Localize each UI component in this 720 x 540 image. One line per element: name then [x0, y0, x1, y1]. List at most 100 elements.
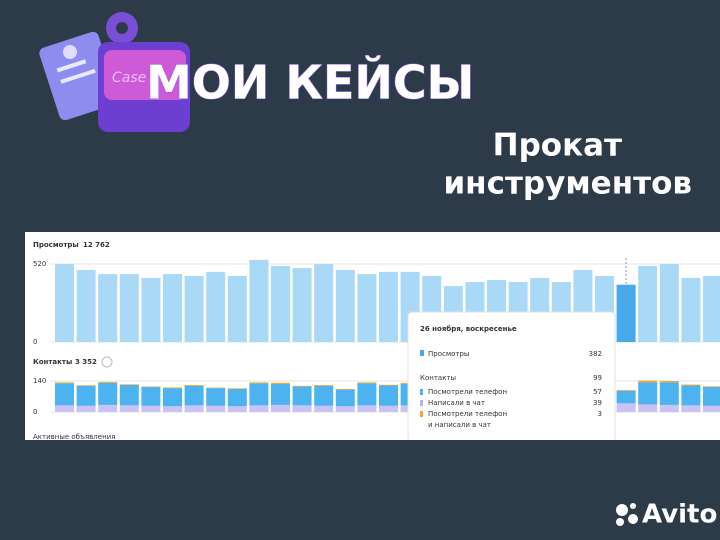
stacked-bar — [163, 387, 182, 389]
tooltip-value: 57 — [593, 388, 602, 396]
dropdown — [101, 356, 113, 368]
stacked-bar — [357, 382, 377, 384]
bar — [659, 264, 679, 342]
stacked-bar — [335, 389, 355, 407]
bar — [249, 259, 269, 342]
stacked-bar — [638, 382, 658, 405]
stacked-bar — [163, 406, 182, 412]
tooltip-value: 382 — [589, 350, 602, 358]
subtitle-line: инструментов — [443, 166, 692, 202]
stacked-bar — [98, 381, 118, 383]
svg-text:Case: Case — [112, 70, 146, 86]
stacked-bar — [76, 385, 96, 406]
stacked-bar — [119, 384, 139, 386]
title: МОИ КЕЙСЫ — [146, 56, 474, 110]
stacked-bar — [184, 385, 204, 406]
subtitle-line: Прокат — [493, 128, 622, 164]
stacked-bar — [119, 405, 139, 412]
bar — [357, 274, 377, 342]
stacked-bar — [271, 383, 290, 405]
stacked-bar — [227, 406, 247, 412]
stacked-bar — [249, 383, 269, 406]
stacked-bar — [271, 382, 290, 384]
logo-text: Avito — [642, 500, 717, 530]
bar — [206, 271, 226, 342]
bar — [98, 274, 118, 342]
stacked-bar — [659, 381, 679, 383]
bar — [703, 276, 720, 342]
stacked-bar — [249, 405, 269, 412]
stacked-bar — [703, 386, 720, 387]
bar — [314, 264, 334, 342]
decor-icons: Case — [39, 12, 190, 132]
stacked-bar — [379, 405, 398, 412]
stacked-bar — [616, 390, 636, 391]
stacked-bar — [616, 390, 636, 404]
bar — [335, 270, 355, 342]
bar — [379, 271, 398, 342]
section-label: Просмотры — [33, 241, 79, 249]
bar — [76, 270, 96, 342]
stacked-bar — [379, 384, 398, 386]
tooltip-label: Написали в чат — [428, 399, 485, 407]
legend-swatch — [420, 411, 423, 417]
stacked-bar — [163, 388, 182, 407]
stacked-bar — [703, 386, 720, 406]
stacked-bar — [659, 404, 679, 412]
stacked-bar — [379, 385, 398, 406]
stacked-bar — [703, 405, 720, 412]
stacked-bar — [141, 386, 161, 406]
tooltip-value: 3 — [598, 410, 602, 418]
stacked-bar — [314, 385, 334, 386]
legend-swatch — [420, 389, 423, 395]
stacked-bar — [206, 388, 226, 406]
tooltip-date: 26 ноября, воскресенье — [420, 325, 517, 333]
stacked-bar — [55, 383, 74, 406]
bar — [271, 265, 290, 342]
stacked-bar — [141, 405, 161, 412]
stacked-bar — [681, 384, 701, 386]
tooltip-label: Посмотрели телефон — [428, 410, 507, 418]
stacked-bar — [638, 380, 658, 383]
y-tick-label: 0 — [33, 408, 37, 416]
stacked-bar — [292, 386, 312, 406]
tooltip-label: Контакты — [420, 374, 456, 382]
bar — [163, 274, 182, 342]
stacked-bar — [227, 388, 247, 389]
stacked-bar — [357, 383, 377, 406]
bar — [292, 268, 312, 342]
bar — [119, 274, 139, 342]
stacked-bar — [271, 404, 290, 412]
tooltip-value: 39 — [593, 399, 602, 407]
stacked-bar — [249, 382, 269, 384]
stacked-bar — [616, 403, 636, 412]
stacked-bar — [227, 388, 247, 407]
legend-swatch — [420, 350, 424, 356]
stacked-bar — [184, 405, 204, 412]
stacked-bar — [638, 404, 658, 412]
bar — [616, 284, 636, 342]
tooltip: 26 ноября, воскресенье Просмотры 382 Контак… — [407, 311, 616, 443]
stacked-bar — [335, 388, 355, 390]
legend-swatch — [420, 400, 423, 406]
section-total: 12 762 — [83, 241, 110, 249]
stacked-bar — [184, 385, 204, 386]
bar — [184, 276, 204, 342]
tooltip-label: Посмотрели телефон — [428, 388, 507, 396]
stacked-bar — [292, 405, 312, 412]
stacked-bar — [681, 405, 701, 412]
tooltip-label: и написали в чат — [428, 421, 491, 429]
stacked-bar — [98, 382, 118, 405]
stacked-bar — [119, 385, 139, 406]
y-tick-label: 520 — [33, 260, 46, 268]
bar — [227, 276, 247, 342]
stacked-bar — [55, 382, 74, 384]
stacked-bar — [659, 382, 679, 405]
stacked-bar — [292, 385, 312, 387]
tooltip-label: Просмотры — [428, 350, 469, 358]
stacked-bar — [76, 405, 96, 412]
bar — [638, 265, 658, 342]
bottom-cover — [0, 440, 720, 540]
tooltip-value: 99 — [593, 374, 602, 382]
stacked-bar — [314, 405, 334, 412]
